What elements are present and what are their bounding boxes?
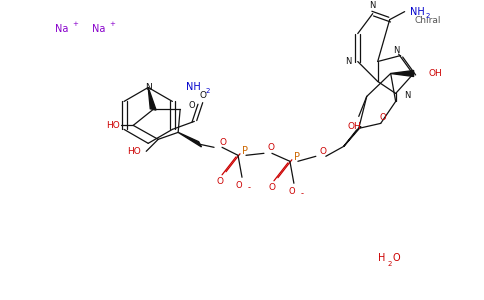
Text: O: O	[219, 138, 226, 147]
Text: Na: Na	[55, 24, 69, 34]
Text: O: O	[379, 113, 386, 122]
Text: NH: NH	[186, 82, 201, 92]
Text: HO: HO	[127, 147, 141, 156]
Text: N: N	[369, 1, 376, 10]
Polygon shape	[344, 127, 361, 146]
Text: O: O	[216, 177, 224, 186]
Text: OH: OH	[429, 69, 442, 78]
Text: OH: OH	[348, 122, 362, 131]
Text: +: +	[109, 21, 115, 27]
Text: O: O	[288, 187, 295, 196]
Text: Chiral: Chiral	[415, 16, 441, 25]
Text: N: N	[346, 57, 352, 66]
Text: NH: NH	[409, 7, 424, 16]
Text: -: -	[301, 189, 303, 198]
Text: 2: 2	[425, 13, 430, 19]
Text: 2: 2	[205, 88, 210, 94]
Polygon shape	[148, 88, 156, 110]
Text: O: O	[268, 143, 275, 152]
Text: H: H	[378, 253, 385, 263]
Polygon shape	[391, 70, 414, 76]
Text: O: O	[200, 91, 207, 100]
Polygon shape	[178, 132, 201, 147]
Text: N: N	[145, 83, 151, 92]
Text: O: O	[393, 253, 400, 263]
Text: HO: HO	[106, 121, 120, 130]
Text: P: P	[294, 152, 300, 162]
Text: +: +	[73, 21, 78, 27]
Text: O: O	[320, 147, 327, 156]
Text: P: P	[242, 146, 248, 156]
Text: N: N	[404, 91, 410, 100]
Text: O: O	[269, 183, 275, 192]
Text: O: O	[236, 181, 242, 190]
Text: -: -	[247, 183, 251, 192]
Text: Na: Na	[92, 24, 106, 34]
Text: O: O	[188, 101, 195, 110]
Text: 2: 2	[388, 261, 392, 267]
Text: N: N	[393, 46, 400, 55]
